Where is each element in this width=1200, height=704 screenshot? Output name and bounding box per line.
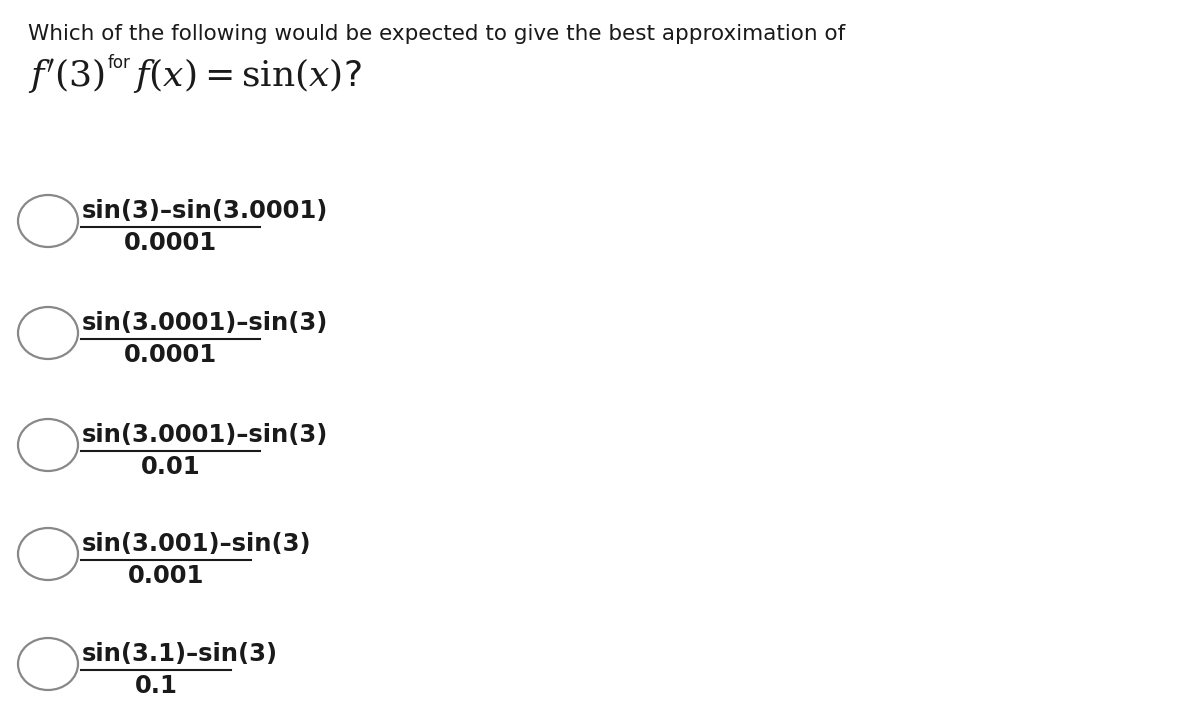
Text: 0.1: 0.1 — [134, 674, 178, 698]
Text: for: for — [108, 54, 131, 72]
Text: $f'(3)$: $f'(3)$ — [28, 56, 104, 95]
Text: sin(3.001)–sin(3): sin(3.001)–sin(3) — [82, 532, 312, 556]
Text: 0.0001: 0.0001 — [124, 343, 217, 367]
Text: sin(3)–sin(3.0001): sin(3)–sin(3.0001) — [82, 199, 329, 223]
Text: 0.0001: 0.0001 — [124, 231, 217, 255]
Text: sin(3.0001)–sin(3): sin(3.0001)–sin(3) — [82, 423, 329, 447]
Text: 0.001: 0.001 — [127, 564, 204, 588]
Text: sin(3.1)–sin(3): sin(3.1)–sin(3) — [82, 642, 278, 666]
Text: sin(3.0001)–sin(3): sin(3.0001)–sin(3) — [82, 311, 329, 335]
Text: $f(x) = \mathrm{sin}(x)$?: $f(x) = \mathrm{sin}(x)$? — [133, 56, 361, 95]
Text: Which of the following would be expected to give the best approximation of: Which of the following would be expected… — [28, 24, 845, 44]
Text: 0.01: 0.01 — [140, 455, 200, 479]
